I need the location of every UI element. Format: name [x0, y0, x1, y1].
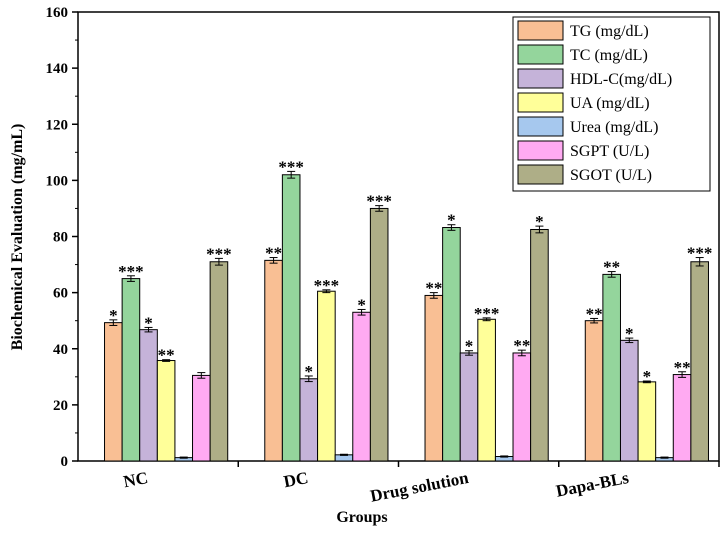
bar	[317, 290, 336, 462]
y-tick-label: 80	[53, 230, 68, 246]
bar	[477, 318, 496, 462]
bar	[584, 320, 604, 462]
bar	[264, 259, 283, 462]
significance-label: ***	[314, 276, 340, 295]
x-tick-label: Drug solution	[369, 468, 471, 506]
significance-label: *	[357, 295, 366, 314]
bar	[299, 378, 319, 462]
bar	[156, 360, 176, 462]
x-tick-label: NC	[122, 468, 150, 491]
y-tick-label: 60	[53, 286, 68, 302]
significance-label: *	[625, 324, 634, 343]
legend-swatch	[517, 164, 564, 185]
legend: TG (mg/dL) TC (mg/dL) HDL-C(mg/dL) UA (mg/d…	[512, 16, 711, 192]
bar	[672, 374, 692, 462]
significance-label: *	[465, 337, 474, 356]
legend-swatch	[517, 116, 564, 137]
x-axis-title: Groups	[336, 509, 387, 526]
bar	[512, 352, 532, 462]
significance-label: **	[674, 358, 691, 377]
bar	[121, 278, 141, 462]
y-tick-label: 160	[46, 5, 69, 21]
bar	[619, 339, 639, 462]
significance-label: **	[265, 244, 282, 263]
significance-label: **	[425, 279, 442, 298]
legend-label: SGOT (U/L)	[570, 167, 652, 184]
legend-label: UA (mg/dL)	[570, 95, 650, 112]
bar	[424, 294, 444, 462]
legend-label: TC (mg/dL)	[570, 47, 648, 64]
y-tick-label: 0	[61, 454, 69, 470]
significance-label: *	[643, 367, 652, 386]
legend-swatch	[517, 92, 564, 113]
y-tick-label: 40	[53, 342, 68, 358]
x-tick-label: DC	[282, 468, 310, 491]
legend-swatch	[517, 20, 564, 41]
bar	[369, 207, 389, 462]
significance-label: ***	[474, 304, 500, 323]
x-tick-label: Dapa-BLs	[554, 468, 630, 501]
significance-label: *	[305, 362, 314, 381]
legend-label: TG (mg/dL)	[570, 23, 649, 40]
bar	[602, 273, 621, 462]
y-axis-title: Biochemical Evaluation (mg/mL)	[9, 124, 26, 351]
legend-label: HDL-C(mg/dL)	[570, 71, 672, 88]
bar	[352, 311, 371, 462]
bar	[104, 322, 123, 462]
significance-label: **	[513, 336, 530, 355]
significance-label: **	[586, 304, 603, 323]
significance-label: ***	[206, 244, 232, 263]
significance-label: *	[109, 306, 118, 325]
bar	[192, 374, 211, 462]
legend-label: Urea (mg/dL)	[570, 119, 658, 136]
bars-layer: ********** ***************************** *…	[104, 157, 713, 462]
significance-label: *	[144, 313, 153, 332]
bar	[530, 228, 549, 462]
legend-swatch	[517, 140, 564, 161]
legend-swatch	[517, 68, 564, 89]
bar	[637, 381, 657, 462]
legend-label: SGPT (U/L)	[570, 143, 649, 160]
y-tick-label: 140	[46, 61, 69, 77]
bar	[209, 261, 229, 462]
bar	[690, 261, 709, 462]
y-tick-label: 100	[46, 173, 69, 189]
bar	[442, 227, 461, 462]
legend-swatch	[517, 44, 564, 65]
bar	[459, 352, 479, 462]
significance-label: ***	[687, 244, 713, 263]
significance-label: ***	[118, 262, 144, 281]
y-tick-label: 20	[53, 398, 68, 414]
significance-label: ***	[278, 157, 304, 176]
significance-label: ***	[366, 192, 392, 211]
bar	[281, 174, 301, 462]
y-tick-label: 120	[46, 117, 69, 133]
significance-label: **	[158, 346, 175, 365]
significance-label: *	[447, 211, 456, 230]
bar	[139, 329, 158, 462]
significance-label: **	[603, 258, 620, 277]
significance-label: *	[535, 212, 544, 231]
